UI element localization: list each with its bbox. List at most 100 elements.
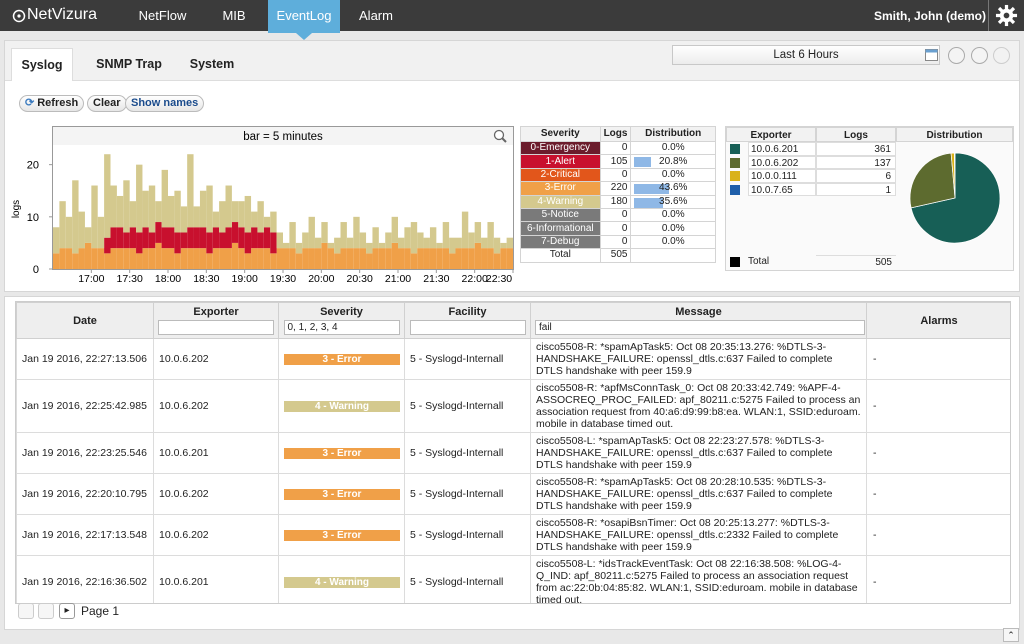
log-row[interactable]: Jan 19 2016, 22:25:42.98510.0.6.2024 - W… [17, 380, 1012, 433]
distribution-cell: 0.0% [631, 222, 716, 235]
user-name[interactable]: Smith, John (demo) [874, 9, 986, 23]
brand: NetVizura [27, 6, 97, 24]
exporter-table: ExporterLogsDistribution10.0.6.20136110.… [725, 126, 1014, 271]
cell-message: cisco5508-R: *spamApTask5: Oct 08 20:35:… [531, 339, 867, 380]
next-page-button[interactable]: ▸ [59, 603, 75, 619]
exporter-logs: 137 [816, 156, 896, 170]
bar-segment [104, 238, 110, 254]
header-label: Message [535, 306, 862, 318]
severity-row: 4-Warning18035.6% [521, 195, 716, 208]
bar-segment [341, 248, 347, 269]
log-row[interactable]: Jan 19 2016, 22:27:13.50610.0.6.2023 - E… [17, 339, 1012, 380]
toolbar-button[interactable]: ⟳Refresh [19, 95, 84, 112]
bar-segment [245, 196, 251, 233]
bar-segment [213, 227, 219, 248]
bar-segment [91, 186, 97, 249]
log-row[interactable]: Jan 19 2016, 22:23:25.54610.0.6.2013 - E… [17, 433, 1012, 474]
log-row[interactable]: Jan 19 2016, 22:17:13.54810.0.6.2023 - E… [17, 515, 1012, 556]
x-tick-label: 22:00 [462, 273, 488, 285]
first-page-button[interactable] [18, 603, 34, 619]
cell-date: Jan 19 2016, 22:16:36.502 [17, 556, 154, 605]
log-table-viewport: DateExporterSeverity0, 1, 2, 3, 4Facilit… [15, 301, 1011, 604]
settings-icon[interactable] [995, 4, 1018, 27]
cell-message: cisco5508-R: *apfMsConnTask_0: Oct 08 20… [531, 380, 867, 433]
bar-segment [392, 243, 398, 269]
severity-logs: 0 [600, 208, 631, 221]
filter-input[interactable]: fail [535, 320, 865, 335]
scroll-top-button[interactable]: ⌃ [1003, 628, 1019, 642]
cell-date: Jan 19 2016, 22:20:10.795 [17, 474, 154, 515]
bar-segment [200, 191, 206, 228]
log-row[interactable]: Jan 19 2016, 22:16:36.50210.0.6.2014 - W… [17, 556, 1012, 605]
bar-segment [200, 227, 206, 248]
bar-segment [149, 186, 155, 233]
cell-facility: 5 - Syslogd-Internall [405, 556, 531, 605]
bar-segment [181, 232, 187, 248]
bar-segment [187, 248, 193, 269]
toolbar-button[interactable]: Clear [87, 95, 127, 112]
bar-segment [379, 243, 385, 248]
bar-segment [372, 248, 378, 269]
column-header: Exporter [726, 127, 816, 142]
cell-facility: 5 - Syslogd-Internall [405, 380, 531, 433]
total-label: Total [748, 255, 769, 269]
total-row: Total505 [521, 249, 716, 262]
severity-name: 2-Critical [521, 168, 601, 181]
column-header: Alarms [867, 303, 1012, 339]
bar-segment [155, 201, 161, 222]
bar-segment [79, 212, 85, 249]
prev-page-button[interactable] [38, 603, 54, 619]
cell-exporter: 10.0.6.201 [154, 556, 279, 605]
bar-segment [206, 186, 212, 233]
filter-input[interactable]: 0, 1, 2, 3, 4 [284, 320, 400, 335]
nav-tab[interactable]: NetFlow [125, 0, 200, 31]
bar-segment [149, 232, 155, 248]
bar-segment [264, 227, 270, 248]
bar-segment [123, 248, 129, 269]
bar-segment [270, 212, 276, 233]
cell-exporter: 10.0.6.202 [154, 474, 279, 515]
bar-segment [449, 253, 455, 269]
cell-facility: 5 - Syslogd-Internall [405, 433, 531, 474]
cell-severity: 4 - Warning [279, 556, 405, 605]
log-row[interactable]: Jan 19 2016, 22:20:10.79510.0.6.2023 - E… [17, 474, 1012, 515]
header-row: SeverityLogsDistribution [521, 127, 716, 142]
bar-segment [104, 154, 110, 237]
bar-segment [200, 248, 206, 269]
column-header: Date [17, 303, 154, 339]
nav-tab[interactable]: Alarm [345, 0, 407, 31]
severity-row: 2-Critical00.0% [521, 168, 716, 181]
bar-segment [309, 248, 315, 269]
bar-segment [245, 253, 251, 269]
bar-segment [398, 248, 404, 269]
bar-segment [328, 248, 334, 269]
column-header: Logs [600, 127, 631, 142]
filter-input[interactable] [158, 320, 274, 335]
bar-segment [136, 253, 142, 269]
bar-segment [481, 238, 487, 248]
log-table: DateExporterSeverity0, 1, 2, 3, 4Facilit… [16, 302, 1011, 604]
bar-segment [270, 253, 276, 269]
distribution-label: 0.0% [662, 169, 685, 180]
bar-segment [443, 248, 449, 269]
header-row: DateExporterSeverity0, 1, 2, 3, 4Facilit… [17, 303, 1012, 339]
x-tick-label: 21:30 [423, 273, 449, 285]
bar-segment [149, 248, 155, 269]
severity-logs: 180 [600, 195, 631, 208]
bar-segment [257, 232, 263, 248]
severity-row: 1-Alert10520.8% [521, 155, 716, 168]
bar-segment [219, 248, 225, 269]
cell-alarms: - [867, 515, 1012, 556]
bar-segment [136, 165, 142, 233]
filter-input[interactable] [410, 320, 526, 335]
nav-tab[interactable]: EventLog [268, 0, 340, 33]
empty-cell [631, 249, 716, 262]
bar-segment [475, 222, 481, 243]
column-header: Logs [816, 127, 896, 142]
cell-message: cisco5508-L: *spamApTask5: Oct 08 22:23:… [531, 433, 867, 474]
bar-segment [366, 243, 372, 253]
bar-segment [392, 217, 398, 243]
nav-tab[interactable]: MIB [205, 0, 263, 31]
toolbar-button[interactable]: Show names [125, 95, 204, 112]
bar-segment [366, 253, 372, 269]
